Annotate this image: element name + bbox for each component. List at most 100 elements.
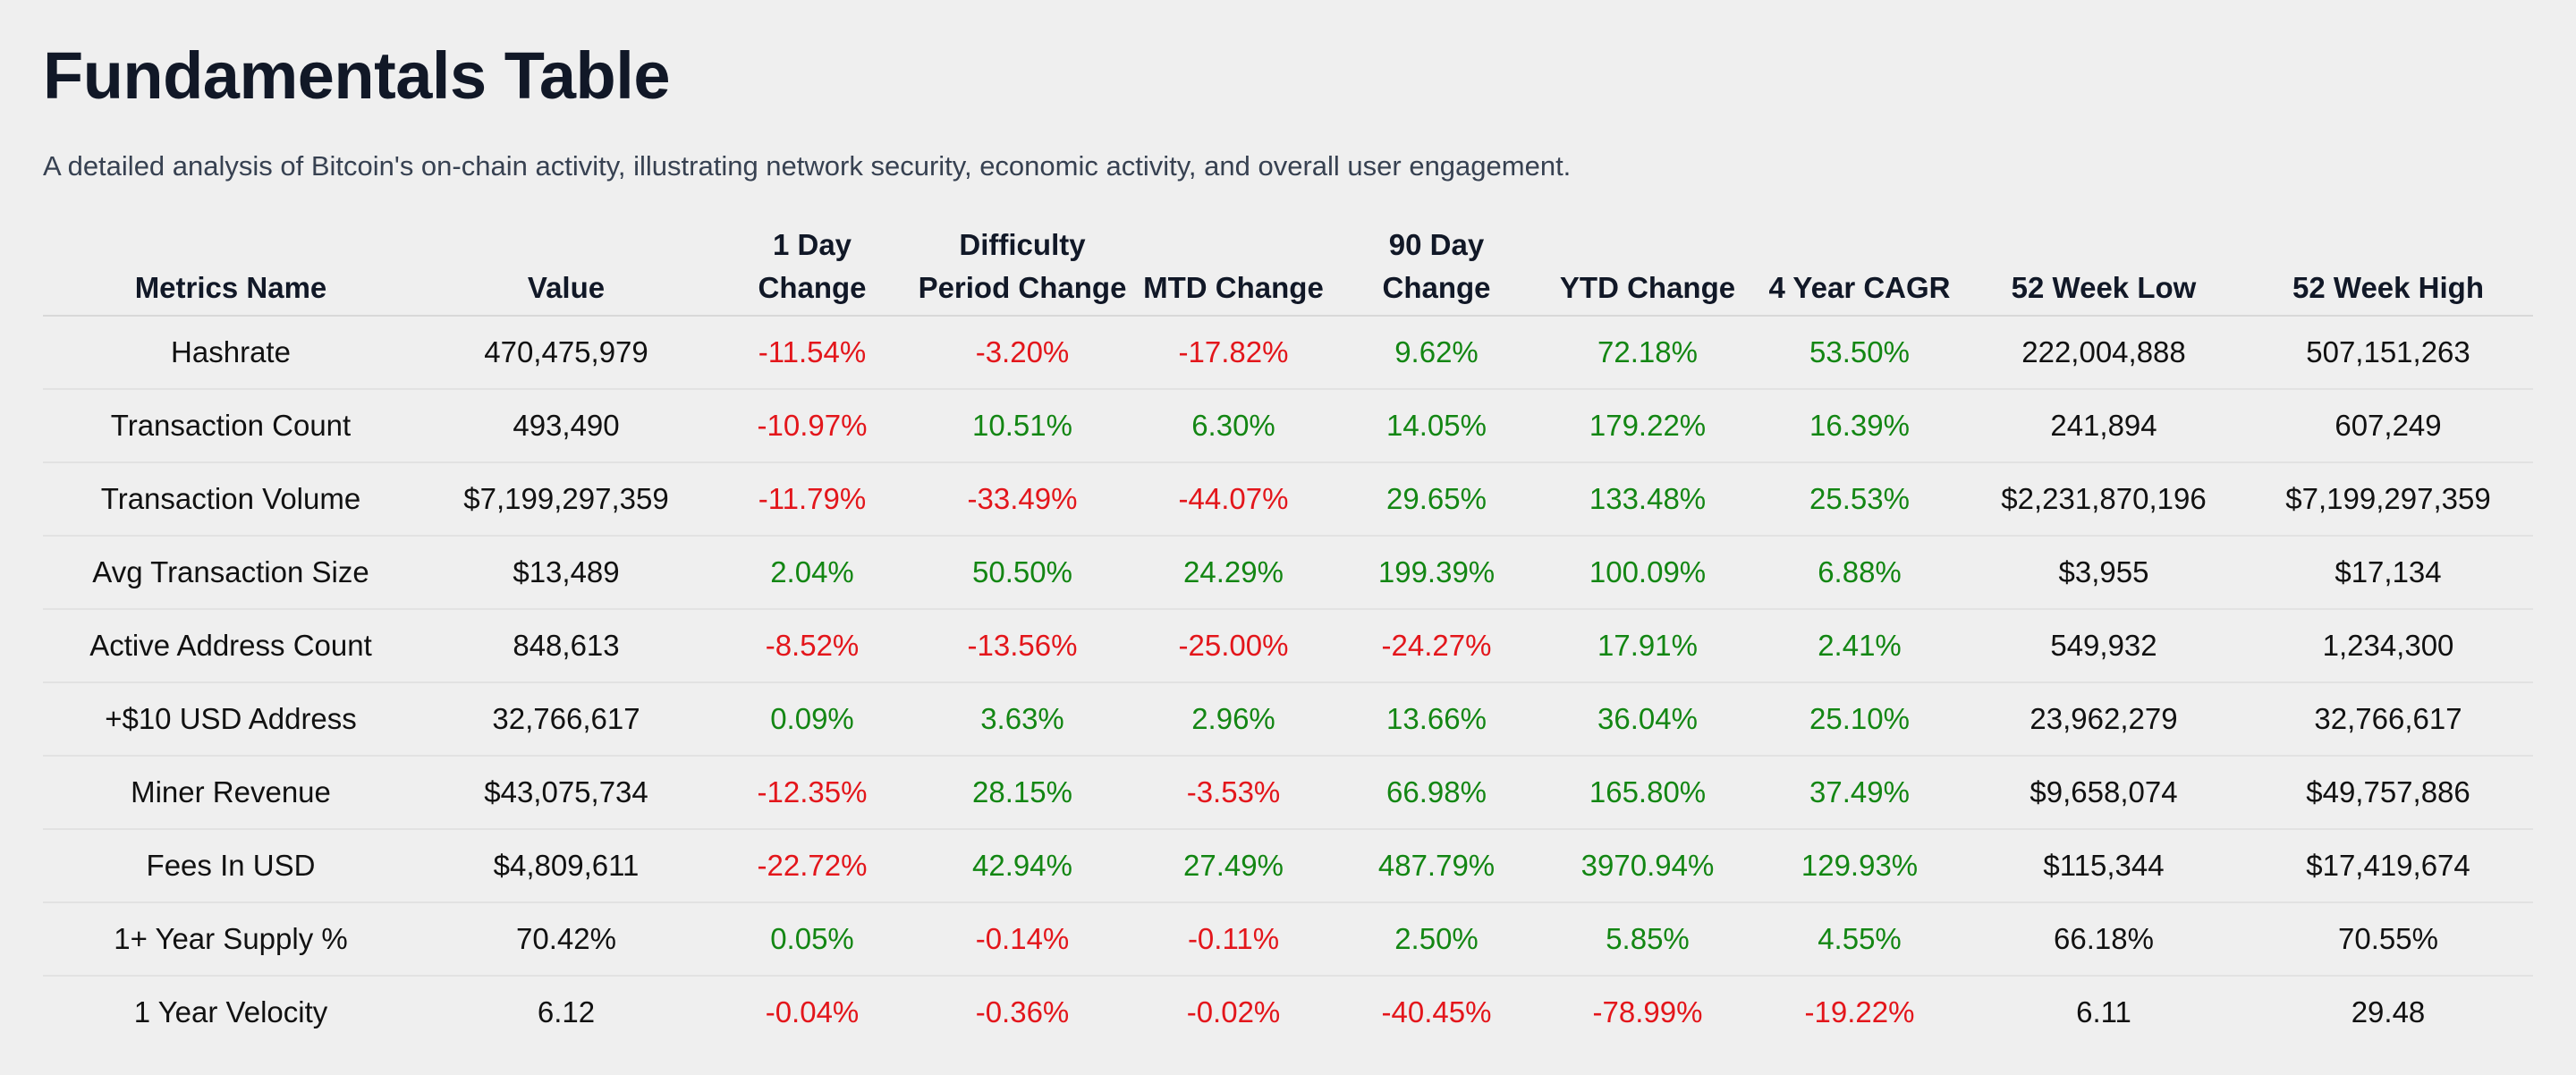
metric-name-cell: Transaction Volume (43, 462, 419, 537)
metric-value-cell: 165.80% (1540, 756, 1755, 830)
metric-value-cell: 487.79% (1333, 829, 1540, 903)
metric-value-cell: 66.18% (1964, 902, 2243, 977)
metric-value-cell: 29.65% (1333, 462, 1540, 537)
metric-value-cell: 14.05% (1333, 389, 1540, 463)
column-header: Value (419, 218, 714, 317)
metric-value-cell: 70.42% (419, 902, 714, 977)
metric-value-cell: -13.56% (911, 609, 1134, 683)
metric-value-cell: $43,075,734 (419, 756, 714, 830)
metric-name-cell: Hashrate (43, 316, 419, 390)
metric-value-cell: 53.50% (1755, 316, 1964, 390)
table-row: 1 Year Velocity 6.12 -0.04% -0.36% -0.02% -40… (43, 976, 2533, 1048)
metric-value-cell: 17.91% (1540, 609, 1755, 683)
metric-value-cell: $115,344 (1964, 829, 2243, 903)
metric-value-cell: 222,004,888 (1964, 316, 2243, 390)
metric-name-cell: Active Address Count (43, 609, 419, 683)
metric-value-cell: 4.55% (1755, 902, 1964, 977)
fundamentals-table-container: Metrics Name Value 1 Day Change Difficulty … (43, 218, 2533, 1048)
metric-value-cell: $13,489 (419, 536, 714, 610)
metric-value-cell: $49,757,886 (2243, 756, 2533, 830)
metric-value-cell: -78.99% (1592, 995, 1703, 1028)
metric-name-cell: +$10 USD Address (43, 682, 419, 757)
table-row: Hashrate 470,475,979 -11.54% -3.20% -17.82% 9… (43, 316, 2533, 390)
metric-value-cell: 36.04% (1540, 682, 1755, 757)
metric-value-cell: -11.79% (714, 462, 911, 537)
metric-value-cell: 3.63% (911, 682, 1134, 757)
metric-value-cell: $3,955 (1964, 536, 2243, 610)
metric-value-cell: 37.49% (1755, 756, 1964, 830)
metric-value-cell: 179.22% (1540, 389, 1755, 463)
metric-value-cell: -25.00% (1134, 609, 1333, 683)
metric-value-cell: 28.15% (911, 756, 1134, 830)
metric-name-cell: 1 Year Velocity (133, 995, 328, 1028)
metric-value-cell: 0.05% (714, 902, 911, 977)
column-header: Metrics Name (43, 218, 419, 317)
metric-value-cell: 2.96% (1134, 682, 1333, 757)
metric-value-cell: -8.52% (714, 609, 911, 683)
metric-value-cell: 25.10% (1755, 682, 1964, 757)
metric-value-cell: $2,231,870,196 (1964, 462, 2243, 537)
metric-value-cell: -12.35% (714, 756, 911, 830)
metric-value-cell: 16.39% (1755, 389, 1964, 463)
metric-name-cell: Fees In USD (43, 829, 419, 903)
metric-value-cell: 6.12 (537, 995, 596, 1028)
metric-value-cell: $17,419,674 (2243, 829, 2533, 903)
metric-value-cell: 199.39% (1333, 536, 1540, 610)
metric-name-cell: Avg Transaction Size (43, 536, 419, 610)
metric-value-cell: 29.48 (2351, 995, 2426, 1028)
metric-value-cell: -0.36% (975, 995, 1070, 1028)
metric-value-cell: 66.98% (1333, 756, 1540, 830)
metric-value-cell: -3.53% (1134, 756, 1333, 830)
metric-name-cell: Miner Revenue (43, 756, 419, 830)
metric-value-cell: 23,962,279 (1964, 682, 2243, 757)
metric-value-cell: 27.49% (1134, 829, 1333, 903)
metric-value-cell: -40.45% (1381, 995, 1492, 1028)
metric-value-cell: 2.50% (1333, 902, 1540, 977)
metric-value-cell: 72.18% (1540, 316, 1755, 390)
column-header: 1 Day Change (714, 218, 911, 317)
metric-name-cell: Transaction Count (43, 389, 419, 463)
table-row: Fees In USD $4,809,611 -22.72% 42.94% 27.49%… (43, 829, 2533, 903)
metric-value-cell: 848,613 (419, 609, 714, 683)
metric-value-cell: -22.72% (714, 829, 911, 903)
table-body: Hashrate 470,475,979 -11.54% -3.20% -17.82% 9… (43, 316, 2533, 1048)
metric-value-cell: 507,151,263 (2243, 316, 2533, 390)
column-header: 52 Week High (2243, 218, 2533, 317)
table-row: Active Address Count 848,613 -8.52% -13.56%… (43, 609, 2533, 683)
metric-value-cell: 6.30% (1134, 389, 1333, 463)
metric-value-cell: 10.51% (911, 389, 1134, 463)
metric-name-cell: 1+ Year Supply % (43, 902, 419, 977)
metric-value-cell: 6.11 (2076, 995, 2131, 1028)
table-row: Transaction Volume $7,199,297,359 -11.79% -… (43, 462, 2533, 537)
metric-value-cell: 0.09% (714, 682, 911, 757)
metric-value-cell: 493,490 (419, 389, 714, 463)
metric-value-cell: $17,134 (2243, 536, 2533, 610)
metric-value-cell: -10.97% (714, 389, 911, 463)
metric-value-cell: -11.54% (714, 316, 911, 390)
column-header: 90 Day Change (1333, 218, 1540, 317)
metric-value-cell: 42.94% (911, 829, 1134, 903)
metric-value-cell: 133.48% (1540, 462, 1755, 537)
metric-value-cell: -44.07% (1134, 462, 1333, 537)
metric-value-cell: 607,249 (2243, 389, 2533, 463)
page-title: Fundamentals Table (43, 38, 670, 113)
table-row: 1+ Year Supply % 70.42% 0.05% -0.14% -0.11% 2… (43, 902, 2533, 977)
column-header: 52 Week Low (1964, 218, 2243, 317)
metric-value-cell: -33.49% (911, 462, 1134, 537)
metric-value-cell: -0.11% (1134, 902, 1333, 977)
metric-value-cell: 6.88% (1755, 536, 1964, 610)
metric-value-cell: 32,766,617 (419, 682, 714, 757)
metric-value-cell: $9,658,074 (1964, 756, 2243, 830)
metric-value-cell: 9.62% (1333, 316, 1540, 390)
metric-value-cell: 549,932 (1964, 609, 2243, 683)
table-row: Miner Revenue $43,075,734 -12.35% 28.15% -3.… (43, 756, 2533, 830)
metric-value-cell: -17.82% (1134, 316, 1333, 390)
metric-value-cell: 24.29% (1134, 536, 1333, 610)
metric-value-cell: 32,766,617 (2243, 682, 2533, 757)
metric-value-cell: 129.93% (1755, 829, 1964, 903)
metric-value-cell: 13.66% (1333, 682, 1540, 757)
metric-value-cell: -0.02% (1186, 995, 1281, 1028)
metric-value-cell: 3970.94% (1540, 829, 1755, 903)
metric-value-cell: 100.09% (1540, 536, 1755, 610)
metric-value-cell: 2.41% (1755, 609, 1964, 683)
